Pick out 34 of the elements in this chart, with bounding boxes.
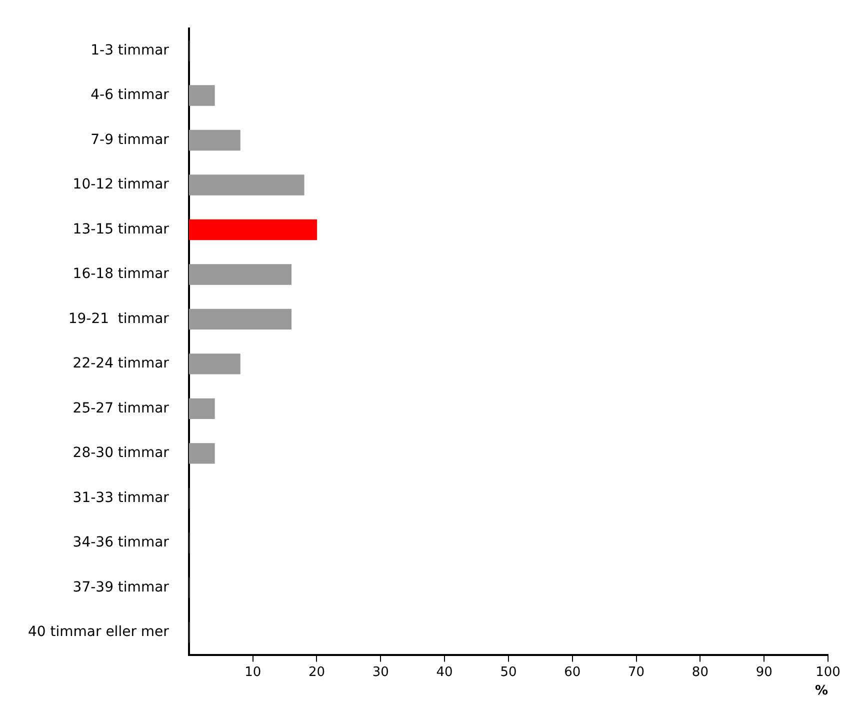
x-tick-label: 60 [564,664,581,680]
y-tick-label: 16-18 timmar [72,266,170,282]
x-tick-label: 90 [756,664,772,680]
x-tick-label: 30 [372,664,389,680]
y-tick-label: 25-27 timmar [72,400,170,416]
x-tick-label: 40 [436,664,453,680]
x-axis-title: % [814,684,828,699]
bar [188,308,292,330]
y-tick-label: 4-6 timmar [90,87,170,104]
y-tick-label: 13-15 timmar [72,221,170,238]
bar [188,219,318,240]
bar [188,398,215,420]
y-tick-label: 28-30 timmar [72,445,170,462]
y-tick-label: 22-24 timmar [72,356,170,372]
y-tick-label: 1-3 timmar [90,42,170,58]
y-tick-label: 31-33 timmar [72,490,170,506]
y-tick-label: 7-9 timmar [90,132,170,148]
x-tick-label: 50 [500,664,517,680]
x-tick-label: 70 [628,664,645,680]
x-tick-label: 10 [244,664,262,680]
y-tick-label: 37-39 timmar [72,579,170,596]
bar [188,174,304,196]
y-tick-label: 19-21 timmar [68,310,170,327]
x-tick-label: 100 [816,664,840,680]
x-tick-label: 20 [308,664,326,680]
bar [188,264,292,285]
bar [188,354,240,374]
bar [188,443,215,464]
x-tick-label: 80 [692,664,708,680]
bar [188,130,240,151]
bar [188,85,215,106]
y-tick-label: 10-12 timmar [72,176,170,193]
y-tick-label: 40 timmar eller mer [28,624,170,640]
y-tick-label: 34-36 timmar [72,534,170,551]
